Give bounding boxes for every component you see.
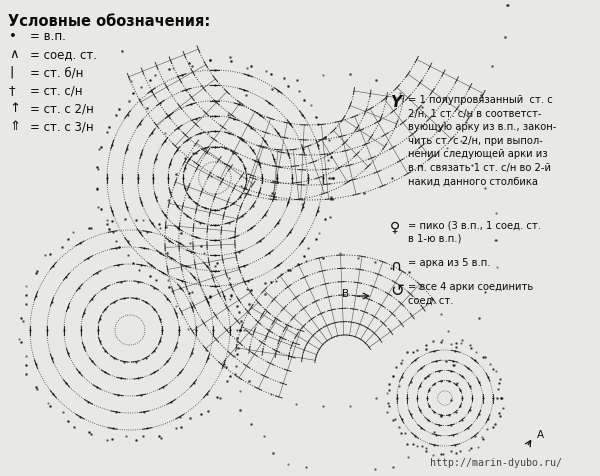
Text: = ст. с 3/н: = ст. с 3/н: [30, 120, 94, 133]
Text: B: B: [342, 289, 349, 299]
Text: = все 4 арки соединить
соед. ст.: = все 4 арки соединить соед. ст.: [408, 282, 533, 306]
Text: Условные обозначения:: Условные обозначения:: [8, 14, 210, 29]
Text: ♀: ♀: [390, 220, 400, 234]
Text: http://marin-dyubo.ru/: http://marin-dyubo.ru/: [430, 458, 562, 468]
Text: A: A: [537, 430, 544, 440]
Text: •: •: [9, 30, 17, 43]
Text: = 1 полупровязанный  ст. с
2/н, 1 ст. с/н в соответст-
вующую арку из в.п., зако: = 1 полупровязанный ст. с 2/н, 1 ст. с/н…: [408, 95, 556, 187]
Text: = ст. с/н: = ст. с/н: [30, 84, 82, 97]
Text: †: †: [9, 84, 16, 97]
Text: Y: Y: [390, 95, 401, 110]
Text: |: |: [9, 66, 13, 79]
Text: = арка из 5 в.п.: = арка из 5 в.п.: [408, 258, 490, 268]
Text: ↑: ↑: [9, 102, 20, 115]
Text: = пико (3 в.п., 1 соед. ст.
в 1-ю в.п.): = пико (3 в.п., 1 соед. ст. в 1-ю в.п.): [408, 220, 541, 244]
Text: ∧: ∧: [9, 48, 19, 61]
Text: ⇑: ⇑: [9, 120, 20, 133]
Text: ∩: ∩: [390, 258, 401, 273]
Text: = в.п.: = в.п.: [30, 30, 66, 43]
Text: = ст. б/н: = ст. б/н: [30, 66, 83, 79]
Text: ↺: ↺: [390, 282, 404, 300]
Text: = ст. с 2/н: = ст. с 2/н: [30, 102, 94, 115]
Text: = соед. ст.: = соед. ст.: [30, 48, 97, 61]
